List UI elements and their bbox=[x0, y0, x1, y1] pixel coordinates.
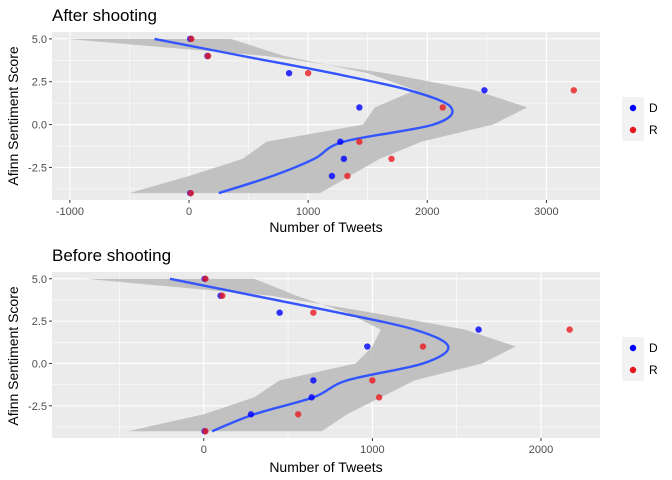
legend-swatch-d bbox=[629, 104, 637, 112]
trend-curve bbox=[169, 277, 450, 433]
x-tick-labels: 0 1000 2000 bbox=[201, 438, 553, 456]
before-shooting-panel: Before shooting 0 1000 2000 -2.50.02.55.0 … bbox=[5, 246, 658, 475]
data-point-d bbox=[337, 138, 344, 145]
data-point-d bbox=[481, 87, 488, 94]
y-tick-label: 5.0 bbox=[32, 34, 47, 46]
data-point-r bbox=[187, 189, 194, 197]
y-tick-label: 5.0 bbox=[32, 274, 47, 286]
x-tick-label: 2000 bbox=[415, 206, 439, 218]
confidence-band bbox=[66, 38, 528, 194]
data-point-d bbox=[328, 172, 336, 180]
data-point-r bbox=[369, 377, 376, 384]
data-point-r bbox=[439, 104, 446, 111]
y-tick-label: -2.5 bbox=[28, 162, 47, 174]
data-point-r bbox=[388, 155, 395, 163]
data-point-r bbox=[566, 326, 573, 333]
data-point-d bbox=[285, 69, 293, 77]
confidence-band-area bbox=[66, 38, 528, 194]
data-point-r bbox=[570, 87, 577, 94]
panel-title: After shooting bbox=[52, 6, 157, 25]
x-tick-labels: -1000 0 1000 2000 3000 bbox=[56, 200, 559, 218]
legend-label: D bbox=[649, 341, 658, 355]
y-tick-label: 2.5 bbox=[32, 77, 47, 89]
y-tick-label: 0.0 bbox=[32, 120, 47, 132]
data-point-d bbox=[247, 411, 255, 418]
legend-label: R bbox=[649, 123, 658, 137]
data-point-d bbox=[308, 394, 315, 401]
data-point-r bbox=[294, 411, 302, 418]
x-tick-label: 3000 bbox=[534, 206, 558, 218]
data-points bbox=[186, 35, 577, 197]
data-point-d bbox=[356, 104, 363, 111]
x-tick-label: -1000 bbox=[56, 206, 84, 218]
data-points bbox=[201, 275, 573, 435]
trend-curve bbox=[154, 37, 454, 195]
data-point-r bbox=[202, 428, 209, 435]
y-axis-title: Afinn Sentiment Score bbox=[5, 286, 21, 426]
x-axis-title: Number of Tweets bbox=[269, 219, 382, 235]
legend-swatch-r bbox=[629, 126, 637, 134]
data-point-r bbox=[310, 309, 317, 316]
data-point-r bbox=[344, 172, 351, 180]
y-axis-title: Afinn Sentiment Score bbox=[5, 46, 21, 186]
data-point-r bbox=[204, 52, 212, 60]
legend-label: R bbox=[649, 363, 658, 377]
x-tick-label: 1000 bbox=[360, 444, 384, 456]
trend-line bbox=[169, 277, 450, 433]
y-tick-label: -2.5 bbox=[28, 401, 47, 413]
x-tick-label: 2000 bbox=[529, 444, 553, 456]
data-point-d bbox=[276, 309, 283, 316]
y-tick-labels: -2.5 0.0 2.5 5.0 bbox=[28, 274, 52, 413]
data-point-r bbox=[219, 292, 226, 299]
data-point-r bbox=[202, 275, 209, 282]
legend-swatch-d bbox=[629, 344, 637, 352]
after-shooting-panel: After shooting -1000 0 1000 2000 3000 -2.5 0.… bbox=[5, 6, 658, 235]
data-point-d bbox=[310, 377, 317, 384]
data-point-r bbox=[375, 394, 383, 401]
data-point-r bbox=[419, 343, 427, 350]
legend-swatch-r bbox=[629, 366, 637, 374]
data-point-r bbox=[188, 35, 195, 43]
x-axis-title: Number of Tweets bbox=[269, 459, 382, 475]
trend-line bbox=[154, 37, 454, 195]
y-tick-label: 0.0 bbox=[32, 358, 47, 370]
legend: DR bbox=[622, 337, 658, 381]
x-tick-label: 0 bbox=[201, 444, 207, 456]
x-tick-label: 1000 bbox=[296, 206, 320, 218]
y-tick-labels: -2.5 0.0 2.5 5.0 bbox=[28, 34, 52, 174]
data-point-r bbox=[304, 69, 312, 77]
data-point-d bbox=[364, 343, 371, 350]
legend-label: D bbox=[649, 101, 658, 115]
legend: DR bbox=[622, 97, 658, 141]
data-point-d bbox=[475, 326, 482, 333]
data-point-d bbox=[340, 155, 348, 163]
y-tick-label: 2.5 bbox=[32, 316, 47, 328]
data-point-r bbox=[356, 138, 363, 145]
panel-title: Before shooting bbox=[52, 246, 171, 265]
x-tick-label: 0 bbox=[186, 206, 192, 218]
